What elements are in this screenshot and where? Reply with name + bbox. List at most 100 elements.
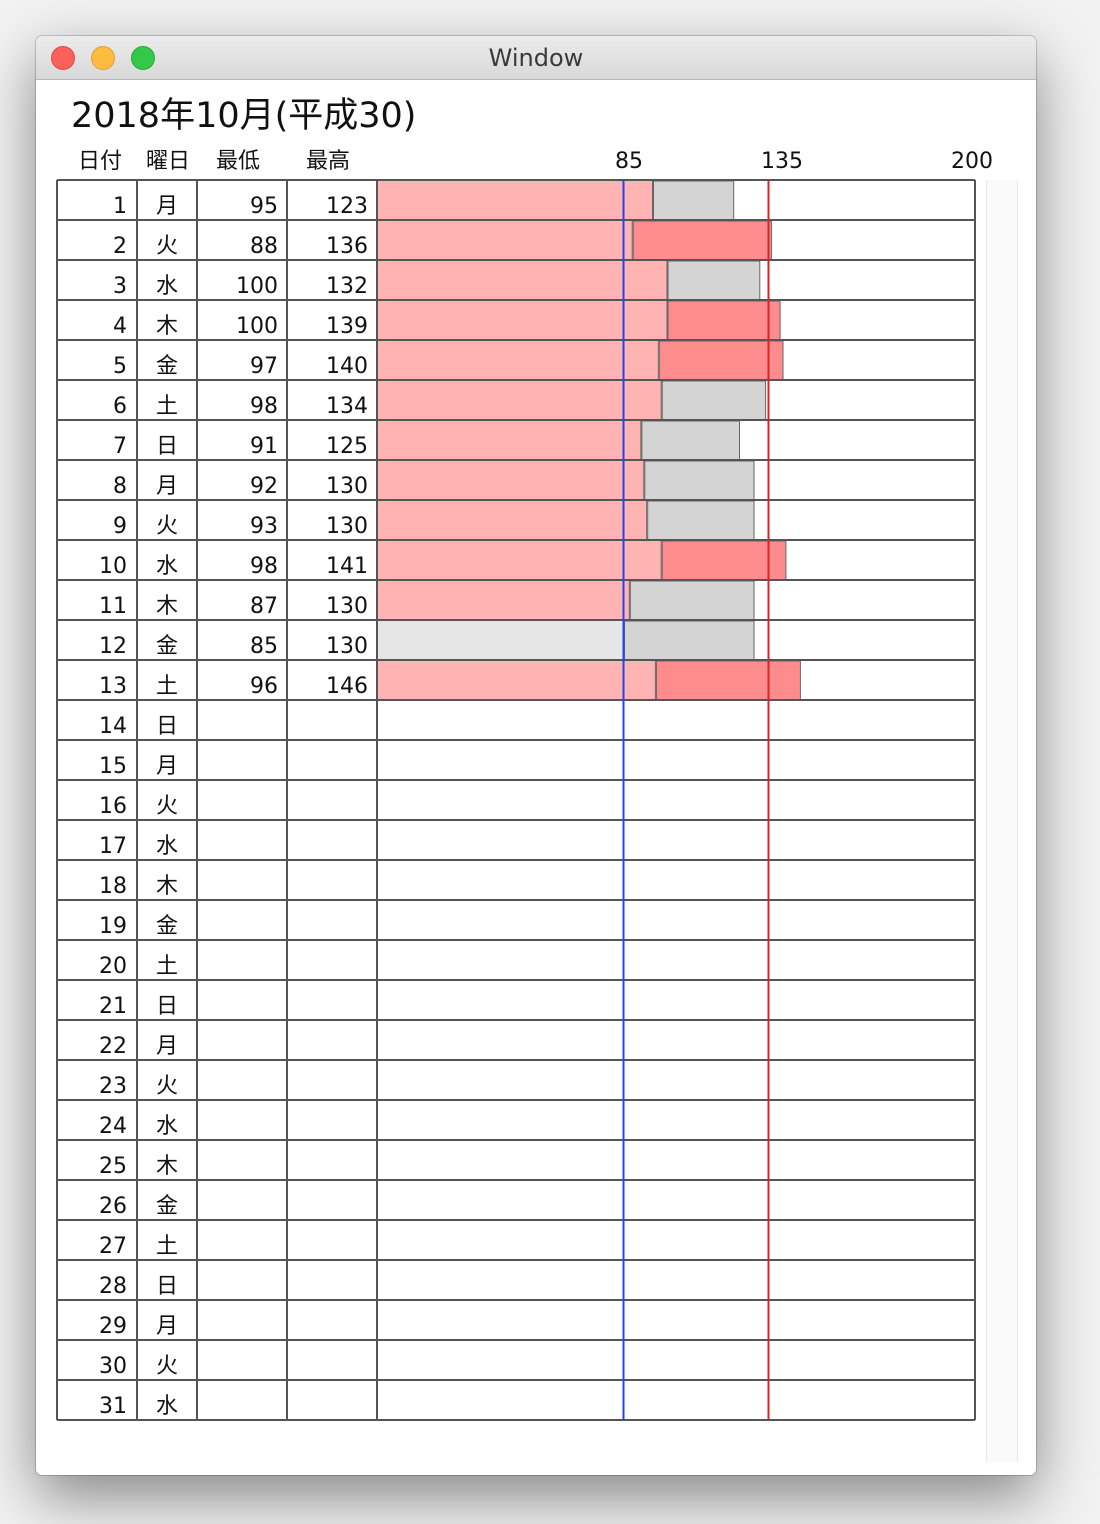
day-label: 8 — [113, 474, 127, 499]
day-label: 30 — [99, 1354, 127, 1379]
weekday-label: 日 — [156, 994, 178, 1019]
day-label: 3 — [113, 274, 127, 299]
low-value-bar — [376, 219, 633, 261]
day-label: 13 — [99, 674, 127, 699]
high-value-label: 130 — [326, 634, 368, 659]
low-value-bar — [376, 419, 642, 461]
high-value-label: 139 — [326, 314, 368, 339]
day-label: 21 — [99, 994, 127, 1019]
weekday-label: 木 — [156, 1154, 178, 1179]
header-day: 日付 — [78, 149, 123, 174]
low-value-label: 95 — [250, 194, 278, 219]
weekday-label: 金 — [156, 634, 178, 659]
x-tick-label: 135 — [761, 149, 803, 174]
low-value-label: 92 — [250, 474, 278, 499]
zoom-window-button[interactable] — [131, 46, 155, 70]
high-value-label: 130 — [326, 594, 368, 619]
header-weekday: 曜日 — [146, 149, 191, 174]
day-label: 22 — [99, 1034, 127, 1059]
high-value-bar — [641, 420, 741, 461]
day-label: 28 — [99, 1274, 127, 1299]
weekday-label: 日 — [156, 434, 178, 459]
weekday-label: 水 — [156, 274, 178, 299]
weekday-label: 金 — [156, 914, 178, 939]
low-value-label: 96 — [250, 674, 278, 699]
low-value-label: 98 — [250, 394, 278, 419]
high-value-bar — [661, 380, 767, 421]
page-title: 2018年10月(平成30) — [71, 96, 417, 136]
low-value-label: 88 — [250, 234, 278, 259]
high-value-bar — [629, 580, 755, 621]
low-value-bar — [376, 379, 662, 421]
low-value-bar — [376, 539, 662, 581]
low-value-bar — [376, 259, 668, 301]
high-value-label: 136 — [326, 234, 368, 259]
weekday-label: 金 — [156, 354, 178, 379]
day-label: 1 — [113, 194, 127, 219]
close-window-button[interactable] — [51, 46, 75, 70]
high-value-label: 130 — [326, 474, 368, 499]
low-value-label: 85 — [250, 634, 278, 659]
vertical-scrollbar[interactable] — [986, 180, 1018, 1462]
weekday-label: 月 — [156, 194, 178, 219]
day-label: 5 — [113, 354, 127, 379]
high-value-bar — [655, 660, 801, 701]
weekday-label: 水 — [156, 1114, 178, 1139]
day-label: 12 — [99, 634, 127, 659]
high-value-bar — [624, 620, 755, 661]
weekday-label: 火 — [156, 234, 178, 259]
high-value-bar — [667, 260, 761, 301]
day-label: 11 — [99, 594, 127, 619]
low-value-bar — [376, 579, 630, 621]
day-label: 26 — [99, 1194, 127, 1219]
weekday-label: 土 — [156, 954, 178, 979]
low-value-label: 100 — [236, 274, 278, 299]
x-tick-label: 200 — [951, 149, 993, 174]
high-value-bar — [632, 220, 772, 261]
low-value-label: 97 — [250, 354, 278, 379]
weekday-label: 木 — [156, 874, 178, 899]
day-label: 31 — [99, 1394, 127, 1419]
day-label: 24 — [99, 1114, 127, 1139]
day-label: 4 — [113, 314, 127, 339]
high-value-bar — [658, 340, 784, 381]
day-label: 16 — [99, 794, 127, 819]
low-value-label: 93 — [250, 514, 278, 539]
low-value-bar — [376, 499, 648, 541]
day-label: 14 — [99, 714, 127, 739]
high-value-label: 146 — [326, 674, 368, 699]
minimize-window-button[interactable] — [91, 46, 115, 70]
day-label: 7 — [113, 434, 127, 459]
high-value-label: 140 — [326, 354, 368, 379]
low-value-bar — [376, 179, 653, 221]
day-label: 18 — [99, 874, 127, 899]
high-value-bar — [644, 460, 755, 501]
low-value-bar — [376, 299, 668, 341]
title-bar[interactable]: Window — [36, 36, 1036, 80]
day-label: 29 — [99, 1314, 127, 1339]
day-label: 15 — [99, 754, 127, 779]
weekday-label: 火 — [156, 794, 178, 819]
weekday-label: 火 — [156, 1354, 178, 1379]
weekday-label: 木 — [156, 314, 178, 339]
low-value-bar — [376, 339, 659, 381]
high-value-label: 125 — [326, 434, 368, 459]
day-label: 20 — [99, 954, 127, 979]
weekday-label: 日 — [156, 714, 178, 739]
day-label: 6 — [113, 394, 127, 419]
low-value-bar — [376, 459, 645, 501]
day-label: 27 — [99, 1234, 127, 1259]
header-low: 最低 — [216, 149, 261, 174]
low-value-label: 91 — [250, 434, 278, 459]
high-value-label: 132 — [326, 274, 368, 299]
x-tick-label: 85 — [615, 149, 643, 174]
weekday-label: 月 — [156, 474, 178, 499]
high-value-label: 141 — [326, 554, 368, 579]
low-value-bar — [376, 619, 624, 661]
day-label: 2 — [113, 234, 127, 259]
high-value-bar — [661, 540, 787, 581]
high-value-bar — [667, 300, 781, 341]
day-label: 17 — [99, 834, 127, 859]
low-value-label: 100 — [236, 314, 278, 339]
day-label: 10 — [99, 554, 127, 579]
